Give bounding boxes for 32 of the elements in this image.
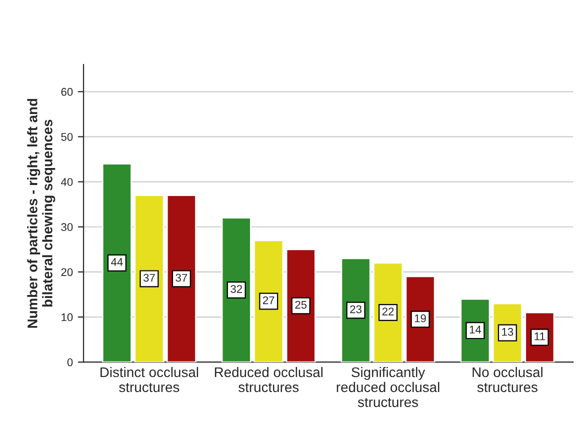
bar xyxy=(134,194,164,362)
data-label: 37 xyxy=(176,274,188,282)
y-tick-label: 20 xyxy=(61,268,73,276)
bar xyxy=(102,163,132,362)
data-label: 37 xyxy=(143,274,155,282)
bar xyxy=(373,262,404,362)
data-label: 25 xyxy=(295,300,307,309)
x-tick-label: Significantly reduced occlusal structures xyxy=(336,366,440,408)
data-label: 22 xyxy=(382,308,394,316)
data-label: 19 xyxy=(414,314,426,322)
y-tick-label: 30 xyxy=(61,223,73,232)
y-tick-label: 60 xyxy=(61,88,73,96)
x-tick-label: Distinct occlusal structures xyxy=(100,366,198,392)
data-label: 13 xyxy=(502,328,514,336)
data-label: 11 xyxy=(534,332,545,340)
x-tick-label: No occlusal structures xyxy=(472,366,542,392)
data-label: 32 xyxy=(230,285,242,293)
bar xyxy=(166,194,196,362)
bar xyxy=(254,240,284,362)
data-label: 44 xyxy=(111,258,123,266)
data-label: 23 xyxy=(350,305,362,314)
y-axis-title: Number of particles - right, left and bilateral chewing sequences xyxy=(27,98,56,328)
y-tick-label: 10 xyxy=(62,313,73,322)
data-label: 27 xyxy=(262,296,274,304)
data-label: 14 xyxy=(470,326,482,334)
bar xyxy=(340,258,371,362)
y-tick-label: 40 xyxy=(61,178,73,186)
bar xyxy=(221,217,252,362)
bar xyxy=(286,248,316,362)
x-tick-label: Reduced occlusal structures xyxy=(214,366,323,392)
y-tick-label: 50 xyxy=(61,132,73,141)
y-tick-label: 0 xyxy=(67,358,73,366)
